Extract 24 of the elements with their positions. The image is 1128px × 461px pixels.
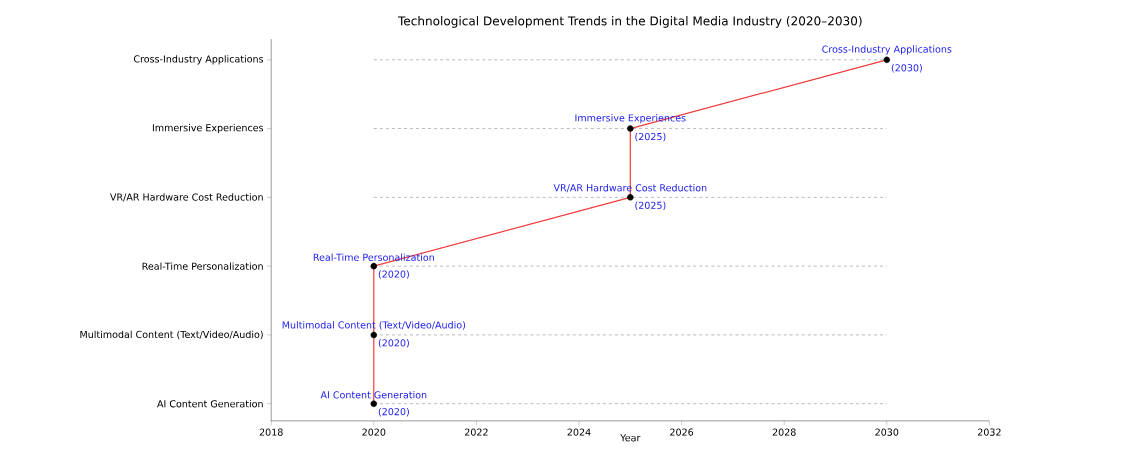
x-tick-label: 2030 [875, 428, 899, 436]
x-tick-label: 2018 [259, 428, 283, 436]
annotation: (2025) [635, 201, 666, 211]
y-tick-label: Multimodal Content (Text/Video/Audio) [80, 330, 263, 340]
annotation: (2025) [635, 132, 666, 142]
y-tick-label: AI Content Generation [157, 399, 263, 408]
x-axis-title: Year [620, 434, 641, 442]
y-tick-label: VR/AR Hardware Cost Reduction [110, 193, 263, 202]
annotation: (2030) [891, 64, 922, 73]
x-tick-label: 2020 [362, 428, 386, 436]
annotation: AI Content Generation [320, 391, 427, 399]
annotation: (2020) [378, 407, 409, 417]
x-tick-label: 2024 [567, 428, 591, 436]
annotation: (2020) [378, 270, 409, 279]
x-tick-label: 2032 [977, 428, 1001, 436]
chart-title: Technological Development Trends in the Digital Media Industry (2020–2030) [397, 16, 862, 28]
y-tick-label: Real-Time Personalization [142, 262, 263, 270]
x-tick-label: 2022 [464, 428, 488, 436]
y-tick-label: Cross-Industry Applications [133, 55, 264, 65]
annotation: (2020) [378, 339, 409, 348]
x-tick-label: 2026 [670, 428, 694, 436]
y-tick-label: Immersive Experiences [152, 123, 264, 134]
annotation: Cross-Industry Applications [822, 45, 952, 55]
x-tick-label: 2028 [772, 428, 796, 436]
